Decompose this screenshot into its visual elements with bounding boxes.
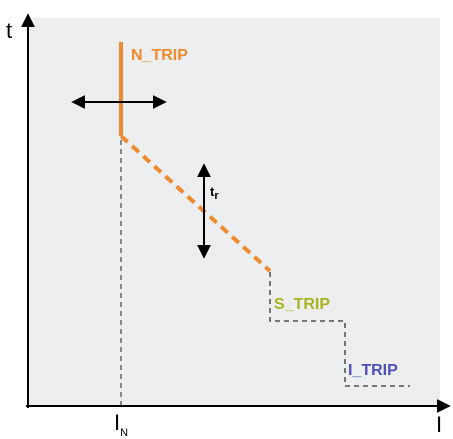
y-axis-label: t: [6, 18, 12, 43]
tr-label-sub: r: [214, 190, 219, 202]
in-label-sub: N: [120, 427, 128, 439]
n-trip-label: N_TRIP: [131, 47, 188, 64]
x-axis-label: I: [436, 412, 442, 437]
tr-slope-line: [119, 134, 272, 273]
tr-label: tr: [210, 184, 219, 202]
plot-background: [28, 18, 440, 406]
in-label-main: I: [114, 410, 120, 435]
in-label: IN: [114, 410, 128, 439]
s-trip-step-line: [269, 272, 410, 387]
s-trip-label: S_TRIP: [274, 296, 330, 313]
tr-label-main: t: [210, 184, 215, 199]
i-trip-label: I_TRIP: [348, 362, 398, 379]
